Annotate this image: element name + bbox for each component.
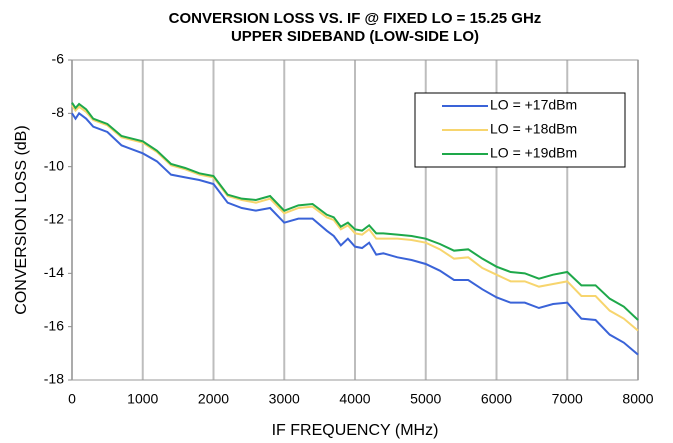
y-axis-label: CONVERSION LOSS (dB)	[13, 125, 30, 314]
x-tick-label: 6000	[481, 391, 512, 407]
x-tick-label: 0	[68, 391, 76, 407]
y-tick-label: -12	[44, 211, 64, 227]
chart-title: CONVERSION LOSS VS. IF @ FIXED LO = 15.2…	[169, 10, 542, 27]
legend-label: LO = +19dBm	[490, 145, 577, 161]
x-tick-label: 8000	[622, 391, 653, 407]
plot-frame	[71, 59, 639, 381]
x-tick-label: 4000	[339, 391, 370, 407]
y-tick-label: -14	[44, 264, 64, 280]
x-tick-label: 3000	[269, 391, 300, 407]
y-tick-label: -6	[52, 51, 65, 67]
x-tick-label: 1000	[127, 391, 158, 407]
x-axis-label: IF FREQUENCY (MHz)	[272, 422, 439, 439]
y-tick-label: -18	[44, 371, 64, 387]
x-tick-label: 5000	[410, 391, 441, 407]
series-line	[71, 104, 639, 332]
x-tick-label: 2000	[198, 391, 229, 407]
x-tick-label: 7000	[552, 391, 583, 407]
y-tick-label: -8	[52, 104, 65, 120]
y-tick-label: -16	[44, 317, 64, 333]
legend-label: LO = +18dBm	[490, 121, 577, 137]
y-tick-label: -10	[44, 157, 64, 173]
series-line	[71, 111, 639, 356]
series-line	[71, 102, 639, 321]
legend-label: LO = +17dBm	[490, 97, 577, 113]
chart-subtitle: UPPER SIDEBAND (LOW-SIDE LO)	[231, 28, 479, 45]
